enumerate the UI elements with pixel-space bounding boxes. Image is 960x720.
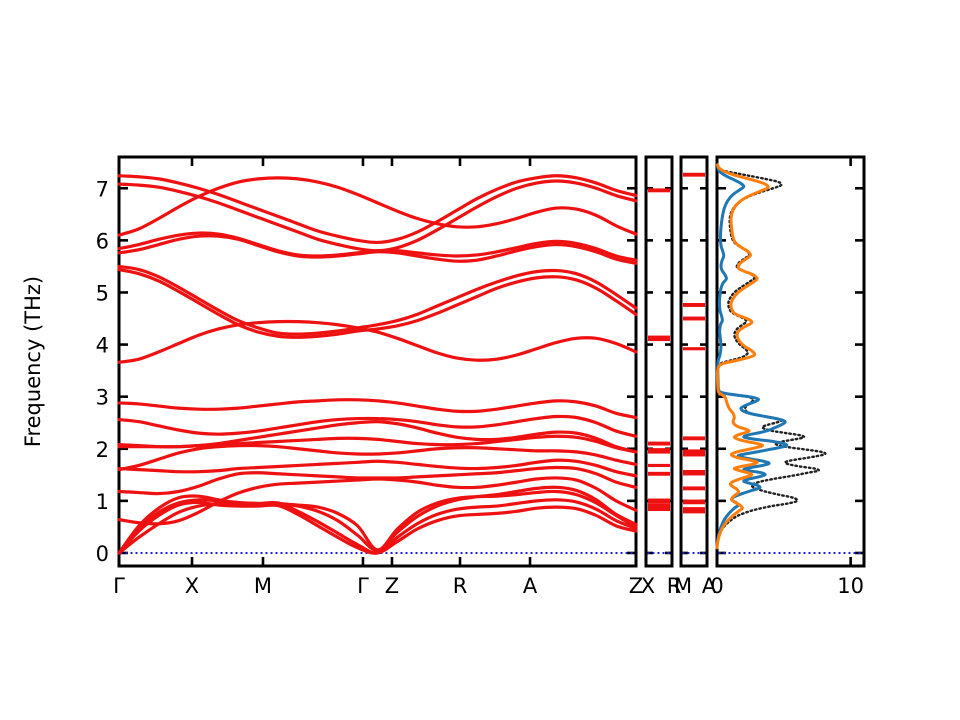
y-tick-label: 7 (96, 177, 109, 201)
band-curve (117, 264, 638, 336)
mini-panel-X-group (644, 155, 674, 568)
x-tick-label-A: A (523, 574, 538, 598)
band-curve (117, 319, 638, 364)
band-curve (117, 458, 638, 478)
main-band-panel (117, 155, 638, 568)
flat-band (648, 498, 670, 504)
dos-curve-partial-dos-atom-1 (715, 164, 789, 550)
flat-band (683, 172, 705, 177)
flat-band (683, 486, 705, 491)
x-tick-label-Z: Z (385, 574, 399, 598)
flat-band (648, 335, 670, 342)
flat-band (683, 449, 705, 457)
band-curve (117, 179, 638, 253)
band-curve (117, 443, 638, 472)
flat-band (683, 316, 705, 321)
x-tick-label-Z: Z (629, 574, 643, 598)
band-curve (117, 420, 638, 454)
band-curve (117, 489, 638, 555)
flat-band (683, 303, 705, 307)
mini-panel-x-frame (644, 155, 674, 568)
flat-band (683, 347, 705, 351)
dos-x-tick-label-0: 0 (710, 574, 723, 598)
mini-x-tick-label-M: M (674, 574, 692, 598)
flat-band (648, 441, 670, 446)
dos-panel-group (715, 155, 866, 568)
mini-x-tick-label-A: A (702, 574, 717, 598)
mini-x-tick-label-R: R (667, 574, 682, 598)
y-tick-label: 5 (96, 281, 109, 305)
flat-band (648, 471, 670, 476)
flat-band (648, 448, 670, 454)
band-curve (117, 174, 638, 245)
x-tick-label-Γ: Γ (113, 574, 125, 598)
flat-band (648, 188, 670, 193)
x-tick-label-Γ: Γ (357, 574, 369, 598)
x-tick-label-M: M (254, 574, 272, 598)
y-tick-label: 6 (96, 229, 109, 253)
band-curve (117, 414, 638, 438)
mini-panel-rm-frame (679, 155, 709, 568)
flat-band (683, 499, 705, 505)
band-curve (117, 267, 638, 339)
y-tick-label: 2 (96, 438, 109, 462)
band-curve (117, 498, 638, 555)
flat-band (683, 436, 705, 441)
band-curve (117, 465, 638, 496)
band-curve (117, 398, 638, 420)
y-tick-label: 3 (96, 386, 109, 410)
flat-band (648, 463, 670, 468)
x-tick-label-X: X (185, 574, 199, 598)
y-tick-label: 1 (96, 490, 109, 514)
mini-panel-RM-group (679, 155, 709, 568)
x-tick-label-R: R (453, 574, 468, 598)
dos-x-tick-label-10: 10 (837, 574, 864, 598)
dos-curve-partial-dos-atom-2 (715, 163, 770, 550)
flat-band (648, 503, 670, 512)
y-tick-label: 0 (96, 542, 109, 566)
main-panel-frame (117, 155, 638, 568)
mini-x-tick-label-X: X (641, 574, 655, 598)
flat-band (683, 507, 705, 514)
y-tick-label: 4 (96, 334, 109, 358)
y-axis-title: Frequency (THz) (21, 276, 45, 447)
band-curve (117, 176, 638, 237)
flat-band (683, 470, 705, 476)
